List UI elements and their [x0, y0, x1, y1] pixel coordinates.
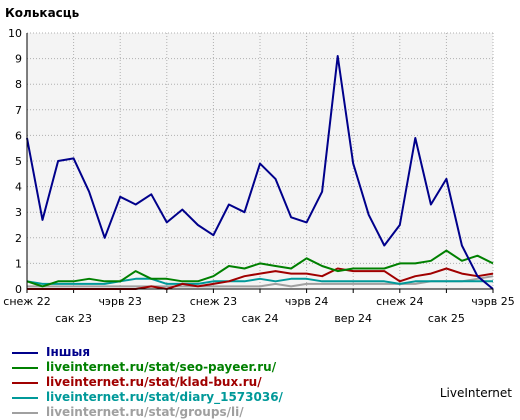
legend-swatch	[12, 412, 38, 414]
x-tick-label: чэрв 23	[98, 295, 142, 308]
x-tick-label: снеж 23	[190, 295, 237, 308]
x-tick-label: чэрв 24	[285, 295, 329, 308]
legend-label: liveinternet.ru/stat/groups/li/	[46, 405, 244, 419]
y-tick-label: 4	[15, 181, 22, 194]
x-tick-label: сак 25	[428, 312, 465, 325]
series-line	[27, 275, 494, 288]
y-tick-label: 8	[15, 78, 22, 91]
chart-title: Колькасць	[5, 6, 80, 20]
y-tick-label: 2	[15, 232, 22, 245]
legend-label: Іншыя	[46, 345, 91, 359]
series-line	[26, 55, 494, 290]
x-tick-label: сак 24	[242, 312, 279, 325]
y-tick-label: 7	[15, 104, 22, 117]
legend-swatch	[12, 382, 38, 384]
legend-swatch	[12, 367, 38, 369]
y-tick-label: 0	[15, 283, 22, 296]
y-tick-label: 3	[15, 206, 22, 219]
legend-label: liveinternet.ru/stat/diary_1573036/	[46, 390, 283, 404]
series-lines	[26, 55, 494, 290]
y-axis-ticks: 0 1 2 3 4 5 6 7 8 9 10	[8, 27, 22, 296]
legend-swatch	[12, 397, 38, 399]
series-line	[26, 277, 493, 285]
y-tick-label: 6	[15, 129, 22, 142]
x-tick-label: вер 23	[148, 312, 186, 325]
legend-label: liveinternet.ru/stat/klad-bux.ru/	[46, 375, 262, 389]
line-chart: Колькасць 0 1 2 3 4 5 6 7 8 9 10 снеж 22 сак 23 чэрв…	[3, 6, 515, 325]
x-tick-label: снеж 24	[376, 295, 423, 308]
x-tick-label: чэрв 25	[471, 295, 515, 308]
y-tick-label: 5	[15, 155, 22, 168]
y-tick-label: 9	[15, 53, 22, 66]
x-tick-label: вер 24	[334, 312, 372, 325]
legend-swatch	[12, 352, 38, 354]
series-line	[26, 249, 494, 288]
x-tick-label: снеж 22	[3, 295, 50, 308]
x-axis-ticks: снеж 22 сак 23 чэрв 23 вер 23 снеж 23 сак 24 ч…	[3, 289, 515, 325]
y-tick-label: 1	[15, 257, 22, 270]
x-tick-label: сак 23	[55, 312, 92, 325]
legend-label: liveinternet.ru/stat/seo-payeer.ru/	[46, 360, 277, 374]
brand-label: LiveInternet	[439, 386, 512, 400]
y-tick-label: 10	[8, 27, 22, 40]
